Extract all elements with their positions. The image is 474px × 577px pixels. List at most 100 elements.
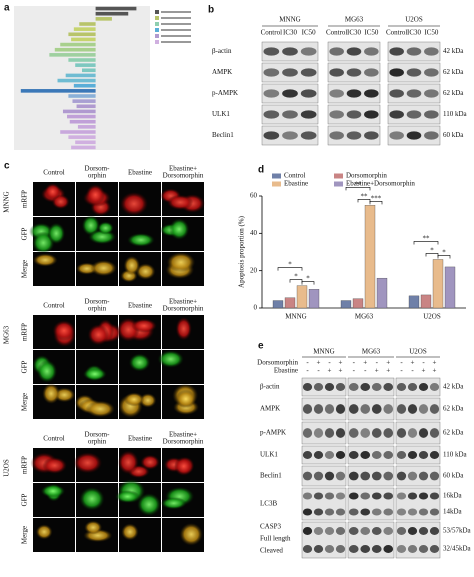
blot-band [383,451,394,459]
kda-label: 62 kDa [443,68,464,76]
treatment-sign: + [339,359,343,367]
bar [272,300,284,309]
significance-label: *** [371,194,382,202]
treatment-sign: - [353,367,356,375]
blot-band [406,47,422,56]
blot-band [371,471,382,481]
row-label: ULK1 [260,451,278,459]
blot-band [302,383,313,391]
kda-label: 42 kDa [443,383,464,391]
y-tick-label: 60 [250,192,258,200]
blot-band [300,110,317,119]
blot-band [429,404,440,414]
blot-band [407,428,418,438]
blot-band [407,545,418,553]
blot-band [406,110,422,119]
x-tick-label: MNNG [285,313,306,321]
panel-label: d [258,165,264,176]
bar [62,109,96,114]
blot-band [348,428,359,438]
cell [42,457,67,474]
blot-frame [395,377,441,397]
column-label: Dorsom- [85,165,111,173]
treatment-sign: - [364,367,367,375]
blot-band [346,47,362,56]
legend-text-placeholder [161,17,191,19]
row-label: AMPK [260,405,280,413]
blot-band [348,383,359,391]
significance-bracket [289,279,303,283]
column-label: orphin [88,172,107,180]
blot-band [360,404,371,414]
blot-band [429,451,440,459]
blot-band [300,131,317,140]
lane-label: IC50 [302,29,317,37]
group-label: U2OS [409,348,427,356]
blot-band [313,383,324,391]
significance-label: ** [355,180,363,188]
cell [47,222,66,245]
row-label: LC3B [260,500,277,508]
treatment-sign: + [433,359,437,367]
blot-band [424,68,439,77]
cell [131,318,157,333]
bar [68,135,96,139]
legend-label: Dorsomorphin [346,172,387,180]
blot-band [429,545,440,553]
blot-band [383,383,394,391]
blot-band [263,68,280,77]
blot-band [263,131,280,140]
blot-band [383,404,394,414]
kda-label: 110 kDa [443,110,468,118]
significance-label: * [306,275,310,283]
cell [117,450,139,475]
blot-band [300,68,317,77]
blot-band [364,68,379,77]
blot-frame [301,377,347,397]
legend-swatch [272,173,281,179]
bar [57,78,96,83]
column-label: Control [43,435,64,443]
cell-line-label: MNNG [3,191,11,212]
blot-band [418,492,429,500]
cell [40,484,66,498]
treatment-sign: - [306,367,309,375]
blot-band [396,383,407,391]
blot-band [371,428,382,438]
bar [444,266,456,309]
bar [77,125,96,129]
channel-label: Merge [21,526,29,544]
blot-band [396,527,407,535]
blot-band [324,471,335,481]
treatment-sign: + [411,359,415,367]
blot-frame [301,397,347,421]
blot-band [383,471,394,481]
blot-band [364,89,379,98]
blot-band [263,47,280,56]
cell [115,490,140,503]
significance-bracket [425,253,439,257]
significance-bracket [369,201,383,205]
cell [160,497,187,510]
blot-band [346,68,362,77]
column-label: orphin [88,305,107,313]
blot-band [418,383,429,391]
blot-band [396,492,407,500]
blot-band [335,545,346,553]
bar [420,294,432,309]
lane-label: Control [261,29,282,37]
lane-label: IC50 [364,29,379,37]
blot-band [335,527,346,535]
blot-band [360,492,371,500]
treatment-sign: + [375,367,379,375]
blot-band [360,471,371,481]
blot-band [389,47,404,56]
blot-band [348,545,359,553]
blot-band [396,428,407,438]
row-label: p-AMPK [212,89,238,97]
group-label: MNNG [279,16,300,24]
row-label: β-actin [260,383,280,391]
group-label: MG63 [345,16,364,24]
blot-band [324,492,335,500]
cell [174,456,194,476]
